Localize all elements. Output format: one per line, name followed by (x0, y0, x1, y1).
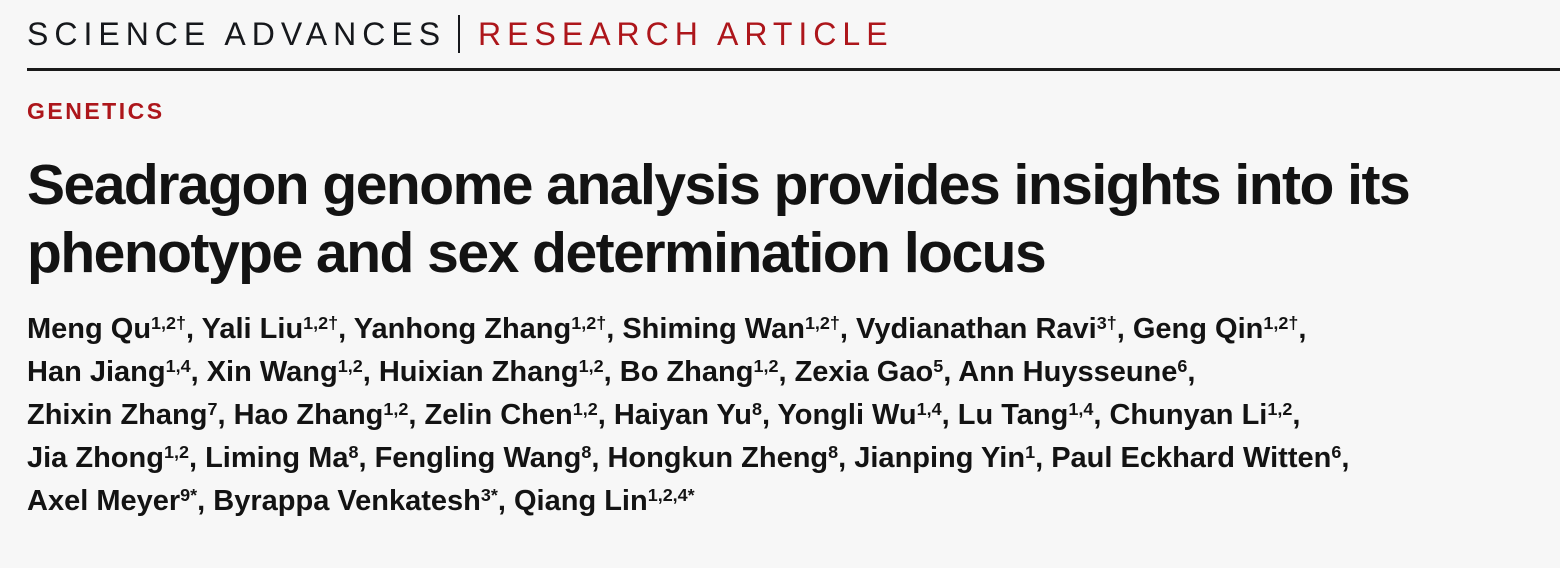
author-name: Lu Tang (957, 399, 1069, 431)
author-separator: , (761, 399, 778, 431)
author-affiliation-superscript: 3* (480, 484, 498, 505)
author-name: Han Jiang (27, 356, 166, 388)
author-lines: Meng Qu1,2†, Yali Liu1,2†, Yanhong Zhang… (27, 309, 1533, 524)
author-line: Axel Meyer9*, Byrappa Venkatesh3*, Qiang… (27, 481, 1533, 524)
author-name: Zhixin Zhang (27, 399, 208, 431)
author-affiliation-superscript: 1,2,4* (647, 484, 695, 505)
author-name: Hao Zhang (233, 399, 384, 431)
author-separator: , (839, 313, 857, 345)
author-separator: , (190, 356, 207, 388)
author-affiliation-superscript: 1,2 (578, 355, 604, 376)
author-name: Jia Zhong (27, 442, 164, 474)
article-type-label: RESEARCH ARTICLE (478, 15, 894, 52)
section-label: GENETICS (27, 98, 165, 124)
author-line: Meng Qu1,2†, Yali Liu1,2†, Yanhong Zhang… (27, 309, 1533, 352)
author-affiliation-superscript: 1,2 (163, 441, 189, 462)
masthead: SCIENCE ADVANCES RESEARCH ARTICLE (27, 12, 1533, 56)
author-name: Shiming Wan (622, 313, 805, 345)
author-affiliation-superscript: 8 (581, 441, 592, 462)
author-separator: , (1187, 356, 1196, 388)
author-name: Zelin Chen (424, 399, 573, 431)
author-separator: , (217, 399, 234, 431)
author-affiliation-superscript: 3† (1096, 312, 1117, 333)
author-name: Zexia Gao (794, 356, 934, 388)
author-separator: , (497, 485, 514, 517)
article-title: Seadragon genome analysis provides insig… (27, 151, 1533, 287)
author-affiliation-superscript: 1,2† (571, 312, 607, 333)
author-affiliation-superscript: 5 (933, 355, 944, 376)
author-separator: , (1292, 399, 1301, 431)
author-separator: , (186, 313, 202, 345)
author-name: Hongkun Zheng (607, 442, 829, 474)
author-name: Fengling Wang (374, 442, 582, 474)
author-separator: , (1341, 442, 1350, 474)
author-affiliation-superscript: 1,2 (1267, 398, 1293, 419)
author-affiliation-superscript: 9* (180, 484, 198, 505)
author-name: Xin Wang (206, 356, 338, 388)
author-affiliation-superscript: 1,2 (383, 398, 409, 419)
author-separator: , (1093, 399, 1110, 431)
author-separator: , (591, 442, 608, 474)
author-affiliation-superscript: 1,4 (1068, 398, 1094, 419)
author-name: Yali Liu (201, 313, 304, 345)
author-name: Paul Eckhard Witten (1051, 442, 1332, 474)
author-affiliation-superscript: 6 (1331, 441, 1342, 462)
author-separator: , (358, 442, 375, 474)
author-affiliation-superscript: 1 (1025, 441, 1036, 462)
author-name: Bo Zhang (619, 356, 754, 388)
author-separator: , (603, 356, 620, 388)
journal-name: SCIENCE ADVANCES (27, 15, 447, 52)
author-separator: , (778, 356, 795, 388)
author-affiliation-superscript: 1,2 (572, 398, 598, 419)
author-line: Zhixin Zhang7, Hao Zhang1,2, Zelin Chen1… (27, 395, 1533, 438)
author-name: Chunyan Li (1109, 399, 1268, 431)
author-line: Jia Zhong1,2, Liming Ma8, Fengling Wang8… (27, 438, 1533, 481)
author-separator: , (197, 485, 214, 517)
author-separator: , (1116, 313, 1133, 345)
author-name: Liming Ma (205, 442, 349, 474)
author-name: Yanhong Zhang (353, 313, 572, 345)
author-separator: , (1035, 442, 1052, 474)
author-name: Haiyan Yu (613, 399, 752, 431)
author-affiliation-superscript: 1,2 (337, 355, 363, 376)
author-affiliation-superscript: 7 (207, 398, 218, 419)
author-affiliation-superscript: 8 (751, 398, 762, 419)
masthead-rule (27, 68, 1560, 71)
author-separator: , (943, 356, 959, 388)
author-line: Han Jiang1,4, Xin Wang1,2, Huixian Zhang… (27, 352, 1533, 395)
author-affiliation-superscript: 1,2† (804, 312, 840, 333)
author-affiliation-superscript: 1,2† (303, 312, 339, 333)
author-affiliation-superscript: 1,2† (1263, 312, 1299, 333)
author-affiliation-superscript: 1,2† (151, 312, 187, 333)
author-affiliation-superscript: 1,4 (165, 355, 191, 376)
author-separator: , (597, 399, 614, 431)
author-affiliation-superscript: 1,4 (916, 398, 942, 419)
author-separator: , (408, 399, 425, 431)
author-name: Meng Qu (27, 313, 152, 345)
author-name: Qiang Lin (513, 485, 648, 517)
author-separator: , (188, 442, 206, 474)
masthead-divider (458, 15, 461, 53)
author-separator: , (606, 313, 623, 345)
author-affiliation-superscript: 8 (828, 441, 839, 462)
author-separator: , (338, 313, 354, 345)
article-title-line-2: phenotype and sex determination locus (27, 221, 1047, 285)
author-name: Jianping Yin (854, 442, 1026, 474)
author-name: Ann Huysseune (958, 356, 1178, 388)
author-name: Byrappa Venkatesh (213, 485, 481, 517)
author-separator: , (838, 442, 855, 474)
author-separator: , (362, 356, 379, 388)
author-separator: , (941, 399, 958, 431)
author-name: Huixian Zhang (378, 356, 579, 388)
author-name: Geng Qin (1132, 313, 1264, 345)
author-name: Axel Meyer (27, 485, 181, 517)
author-affiliation-superscript: 8 (348, 441, 359, 462)
author-separator: , (1298, 313, 1307, 345)
author-affiliation-superscript: 6 (1177, 355, 1188, 376)
author-affiliation-superscript: 1,2 (753, 355, 779, 376)
author-name: Vydianathan Ravi (856, 313, 1097, 345)
author-name: Yongli Wu (777, 399, 917, 431)
article-title-line-1: Seadragon genome analysis provides insig… (27, 153, 1411, 217)
